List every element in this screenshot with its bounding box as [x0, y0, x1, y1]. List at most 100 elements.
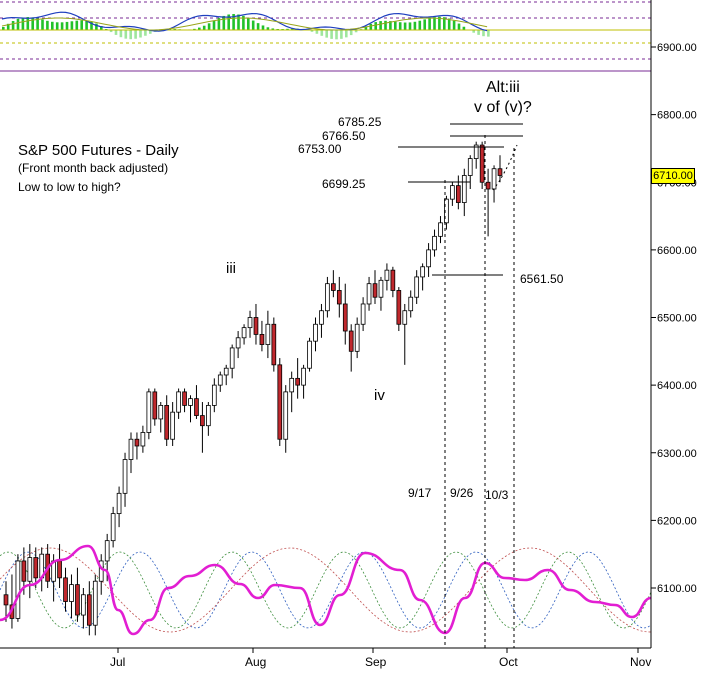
candle-up	[206, 405, 210, 425]
histogram-bar	[129, 30, 132, 39]
candle-down	[200, 416, 204, 426]
candle-up	[189, 399, 193, 406]
candle-down	[183, 392, 187, 406]
candle-up	[236, 338, 240, 348]
histogram-bar	[453, 21, 456, 30]
histogram-bar	[379, 21, 382, 30]
candle-up	[177, 392, 181, 412]
wave-label-iv: iv	[374, 387, 385, 404]
price-tick-label: 6800.00	[657, 110, 697, 122]
histogram-bar	[399, 22, 402, 30]
histogram-bar	[419, 21, 422, 30]
histogram-bar	[374, 22, 377, 30]
candle-down	[87, 595, 91, 625]
candle-down	[34, 558, 38, 578]
wave-label-iii: iii	[226, 260, 236, 277]
histogram-bar	[56, 22, 59, 30]
histogram-bar	[71, 21, 74, 30]
candle-up	[325, 284, 329, 311]
candle-up	[421, 267, 425, 277]
candle-up	[379, 280, 383, 297]
candle-down	[397, 290, 401, 324]
candle-up	[93, 581, 97, 625]
histogram-bar	[120, 30, 123, 37]
histogram-bar	[203, 26, 206, 30]
histogram-bar	[134, 30, 137, 39]
candle-up	[70, 585, 74, 602]
histogram-bar	[482, 30, 485, 36]
histogram-bar	[384, 21, 387, 30]
chart-title: S&P 500 Futures - Daily	[18, 142, 179, 159]
candle-down	[58, 561, 62, 578]
histogram-bar	[66, 22, 69, 30]
histogram-bar	[76, 21, 79, 30]
candle-up	[468, 159, 472, 176]
histogram-bar	[125, 30, 128, 39]
histogram-bar	[345, 30, 348, 37]
candle-down	[278, 365, 282, 439]
candle-down	[331, 284, 335, 291]
candle-up	[212, 385, 216, 405]
candle-up	[427, 250, 431, 267]
candle-up	[450, 186, 454, 200]
histogram-bar	[208, 23, 211, 30]
candle-down	[391, 270, 395, 290]
candle-up	[433, 236, 437, 250]
histogram-bar	[257, 23, 260, 30]
candle-down	[498, 169, 502, 176]
histogram-bar	[80, 20, 83, 30]
histogram-bar	[17, 19, 20, 30]
date-label-103: 10/3	[485, 488, 509, 502]
candle-up	[28, 558, 32, 582]
candle-up	[218, 375, 222, 385]
candle-up	[242, 328, 246, 338]
histogram-bar	[325, 30, 328, 38]
composite-cycle-line	[0, 546, 651, 634]
candle-up	[320, 311, 324, 325]
candle-up	[367, 284, 371, 304]
histogram-bar	[350, 30, 353, 35]
candle-down	[254, 318, 258, 335]
candle-down	[153, 392, 157, 419]
histogram-bar	[370, 24, 373, 30]
candle-down	[480, 145, 484, 182]
candle-up	[290, 378, 294, 392]
price-tick-label: 6300.00	[657, 448, 697, 460]
histogram-bar	[340, 30, 343, 39]
histogram-bar	[36, 18, 39, 30]
candle-down	[260, 334, 264, 344]
price-axis-ticks: 6100.006200.006300.006400.006500.006600.…	[651, 42, 697, 595]
candle-down	[296, 378, 300, 385]
candle-up	[314, 324, 318, 341]
histogram-bar	[477, 30, 480, 35]
histogram-bar	[247, 18, 250, 30]
histogram-bar	[223, 16, 226, 30]
histogram-bar	[139, 30, 142, 38]
current-price-badge: 6710.00	[651, 168, 695, 184]
candle-down	[337, 290, 341, 304]
histogram-bar	[487, 30, 490, 37]
histogram-bar	[41, 20, 44, 30]
indicator-panel	[0, 2, 651, 71]
histogram-bar	[237, 14, 240, 30]
time-tick-label: Sep	[365, 655, 387, 669]
candle-up	[123, 460, 127, 494]
candle-up	[284, 392, 288, 439]
candle-up	[355, 324, 359, 351]
candle-down	[64, 578, 68, 602]
time-tick-label: Jul	[110, 655, 125, 669]
level-label-6766: 6766.50	[322, 129, 366, 143]
candle-up	[81, 595, 85, 615]
histogram-bar	[61, 22, 64, 30]
histogram-bar	[46, 21, 49, 30]
candlestick-series	[4, 142, 502, 636]
histogram-bar	[414, 22, 417, 30]
candle-up	[439, 223, 443, 237]
chart-note: Low to low to high?	[18, 180, 121, 194]
chart-subtitle: (Front month back adjusted)	[18, 161, 168, 175]
candle-down	[349, 331, 353, 351]
histogram-bar	[458, 24, 461, 30]
candle-up	[308, 341, 312, 368]
